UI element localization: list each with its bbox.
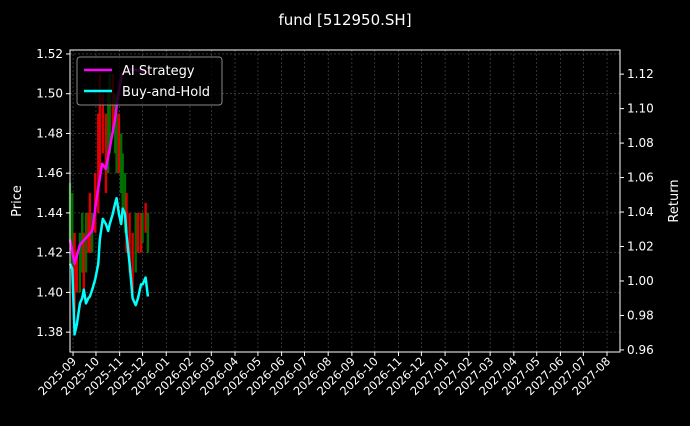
y-tick-label-right: 1.10 [627,102,654,116]
candle [108,73,111,154]
candle [97,113,100,213]
candle [71,193,74,273]
legend-label-ai: AI Strategy [122,64,195,79]
candle [123,173,127,233]
candle [101,93,105,154]
candle [119,133,123,194]
y-tick-label-left: 1.38 [36,325,63,339]
y-label-left: Price [10,185,25,217]
candle [84,212,88,273]
y-tick-label-left: 1.52 [36,47,63,61]
candle [134,212,137,273]
candle [78,232,82,293]
candle [117,113,121,174]
y-label-right: Return [667,179,682,222]
y-tick-label-left: 1.42 [36,246,63,260]
y-tick-label-right: 1.04 [627,205,654,219]
x-axis: 2025-092025-102025-112025-122026-012026-… [35,352,613,398]
candle [115,113,118,174]
plot-frame [69,49,621,353]
candle [146,212,150,253]
candle [104,113,108,194]
chart-title: fund [512950.SH] [278,11,411,29]
y-tick-label-right: 1.08 [627,136,654,150]
candle [131,232,134,293]
candle [75,252,79,293]
candle [139,212,143,253]
candle [98,73,101,174]
candle [88,193,92,253]
y-tick-label-left: 1.40 [36,285,63,299]
y-tick-label-right: 1.12 [627,67,654,81]
legend-label-bh: Buy-and-Hold [122,85,210,100]
y-tick-label-right: 1.00 [627,274,654,288]
candles [68,73,150,313]
y-tick-label-left: 1.46 [36,166,63,180]
y-tick-label-right: 0.98 [627,308,654,322]
candle [141,212,144,243]
y-tick-label-left: 1.44 [36,206,63,220]
y-tick-label-right: 0.96 [627,343,654,357]
candle [73,232,76,313]
candle [136,212,140,253]
y-tick-label-left: 1.50 [36,87,63,101]
candle [128,212,131,273]
y-tick-label-right: 1.06 [627,171,654,185]
candle [87,212,90,253]
candle [106,93,110,174]
buy-and-hold-line [68,196,150,336]
y-tick-label-left: 1.48 [36,126,63,140]
y-axis-left: 1.38 1.40 1.42 1.44 1.46 1.48 1.50 1.52 [36,47,70,339]
legend: AI Strategy Buy-and-Hold [76,56,223,106]
candle [144,202,147,233]
candle [82,232,85,293]
y-tick-label-right: 1.02 [627,240,654,254]
candle [121,153,124,213]
y-axis-right: 0.96 0.98 1.00 1.02 1.04 1.06 1.08 1.10 1.12 [620,67,654,357]
